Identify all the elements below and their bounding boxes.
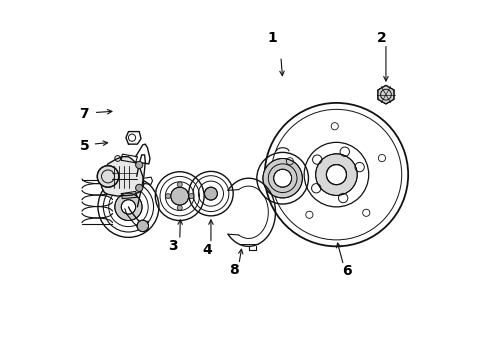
Text: 1: 1 (267, 31, 277, 45)
Circle shape (97, 166, 119, 187)
Polygon shape (378, 85, 394, 104)
Circle shape (137, 220, 148, 231)
Circle shape (263, 158, 302, 198)
Polygon shape (101, 157, 144, 196)
Text: 4: 4 (202, 243, 212, 257)
Circle shape (166, 194, 171, 199)
Circle shape (136, 184, 143, 192)
Circle shape (326, 165, 346, 185)
Text: 2: 2 (376, 31, 386, 45)
Circle shape (204, 187, 218, 200)
Circle shape (189, 194, 194, 199)
Circle shape (274, 169, 292, 187)
Text: 3: 3 (169, 239, 178, 253)
Text: 6: 6 (342, 265, 351, 278)
Circle shape (177, 205, 182, 210)
Circle shape (171, 187, 189, 205)
Text: 7: 7 (79, 107, 89, 121)
Circle shape (122, 200, 136, 214)
Circle shape (177, 182, 182, 187)
Circle shape (316, 154, 357, 195)
Text: 8: 8 (229, 264, 239, 277)
Circle shape (115, 193, 142, 221)
Text: 5: 5 (79, 139, 89, 153)
Circle shape (136, 161, 143, 168)
